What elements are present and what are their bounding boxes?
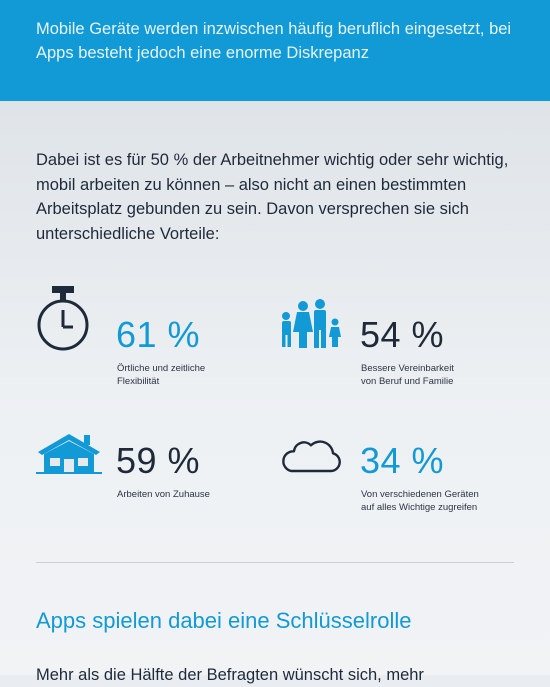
section-title: Apps spielen dabei eine Schlüsselrolle [36,608,412,633]
stat-value: 54 % [360,314,445,355]
content-background [0,101,550,675]
stat-value: 34 % [360,440,445,481]
stat-label: Bessere Vereinbarkeit von Beruf und Fami… [361,363,454,387]
stat-value: 59 % [116,440,201,481]
stopwatch-icon [36,286,90,359]
stat-value: 61 % [116,314,201,355]
banner-text: Mobile Geräte werden inzwischen häufig b… [36,20,512,62]
house-icon [36,432,102,479]
section-paragraph: Mehr als die Hälfte der Befragten wünsch… [36,666,424,684]
intro-paragraph: Dabei ist es für 50 % der Arbeitnehmer w… [36,151,509,243]
section-divider [36,562,514,563]
cloud-icon [279,436,343,479]
stat-label: Arbeiten von Zuhause [117,489,210,500]
header-banner: Mobile Geräte werden inzwischen häufig b… [0,0,550,101]
family-icon [278,298,342,355]
stat-label: Von verschiedenen Geräten auf alles Wich… [361,489,479,513]
stat-label: Örtliche und zeitliche Flexibilität [117,363,206,387]
